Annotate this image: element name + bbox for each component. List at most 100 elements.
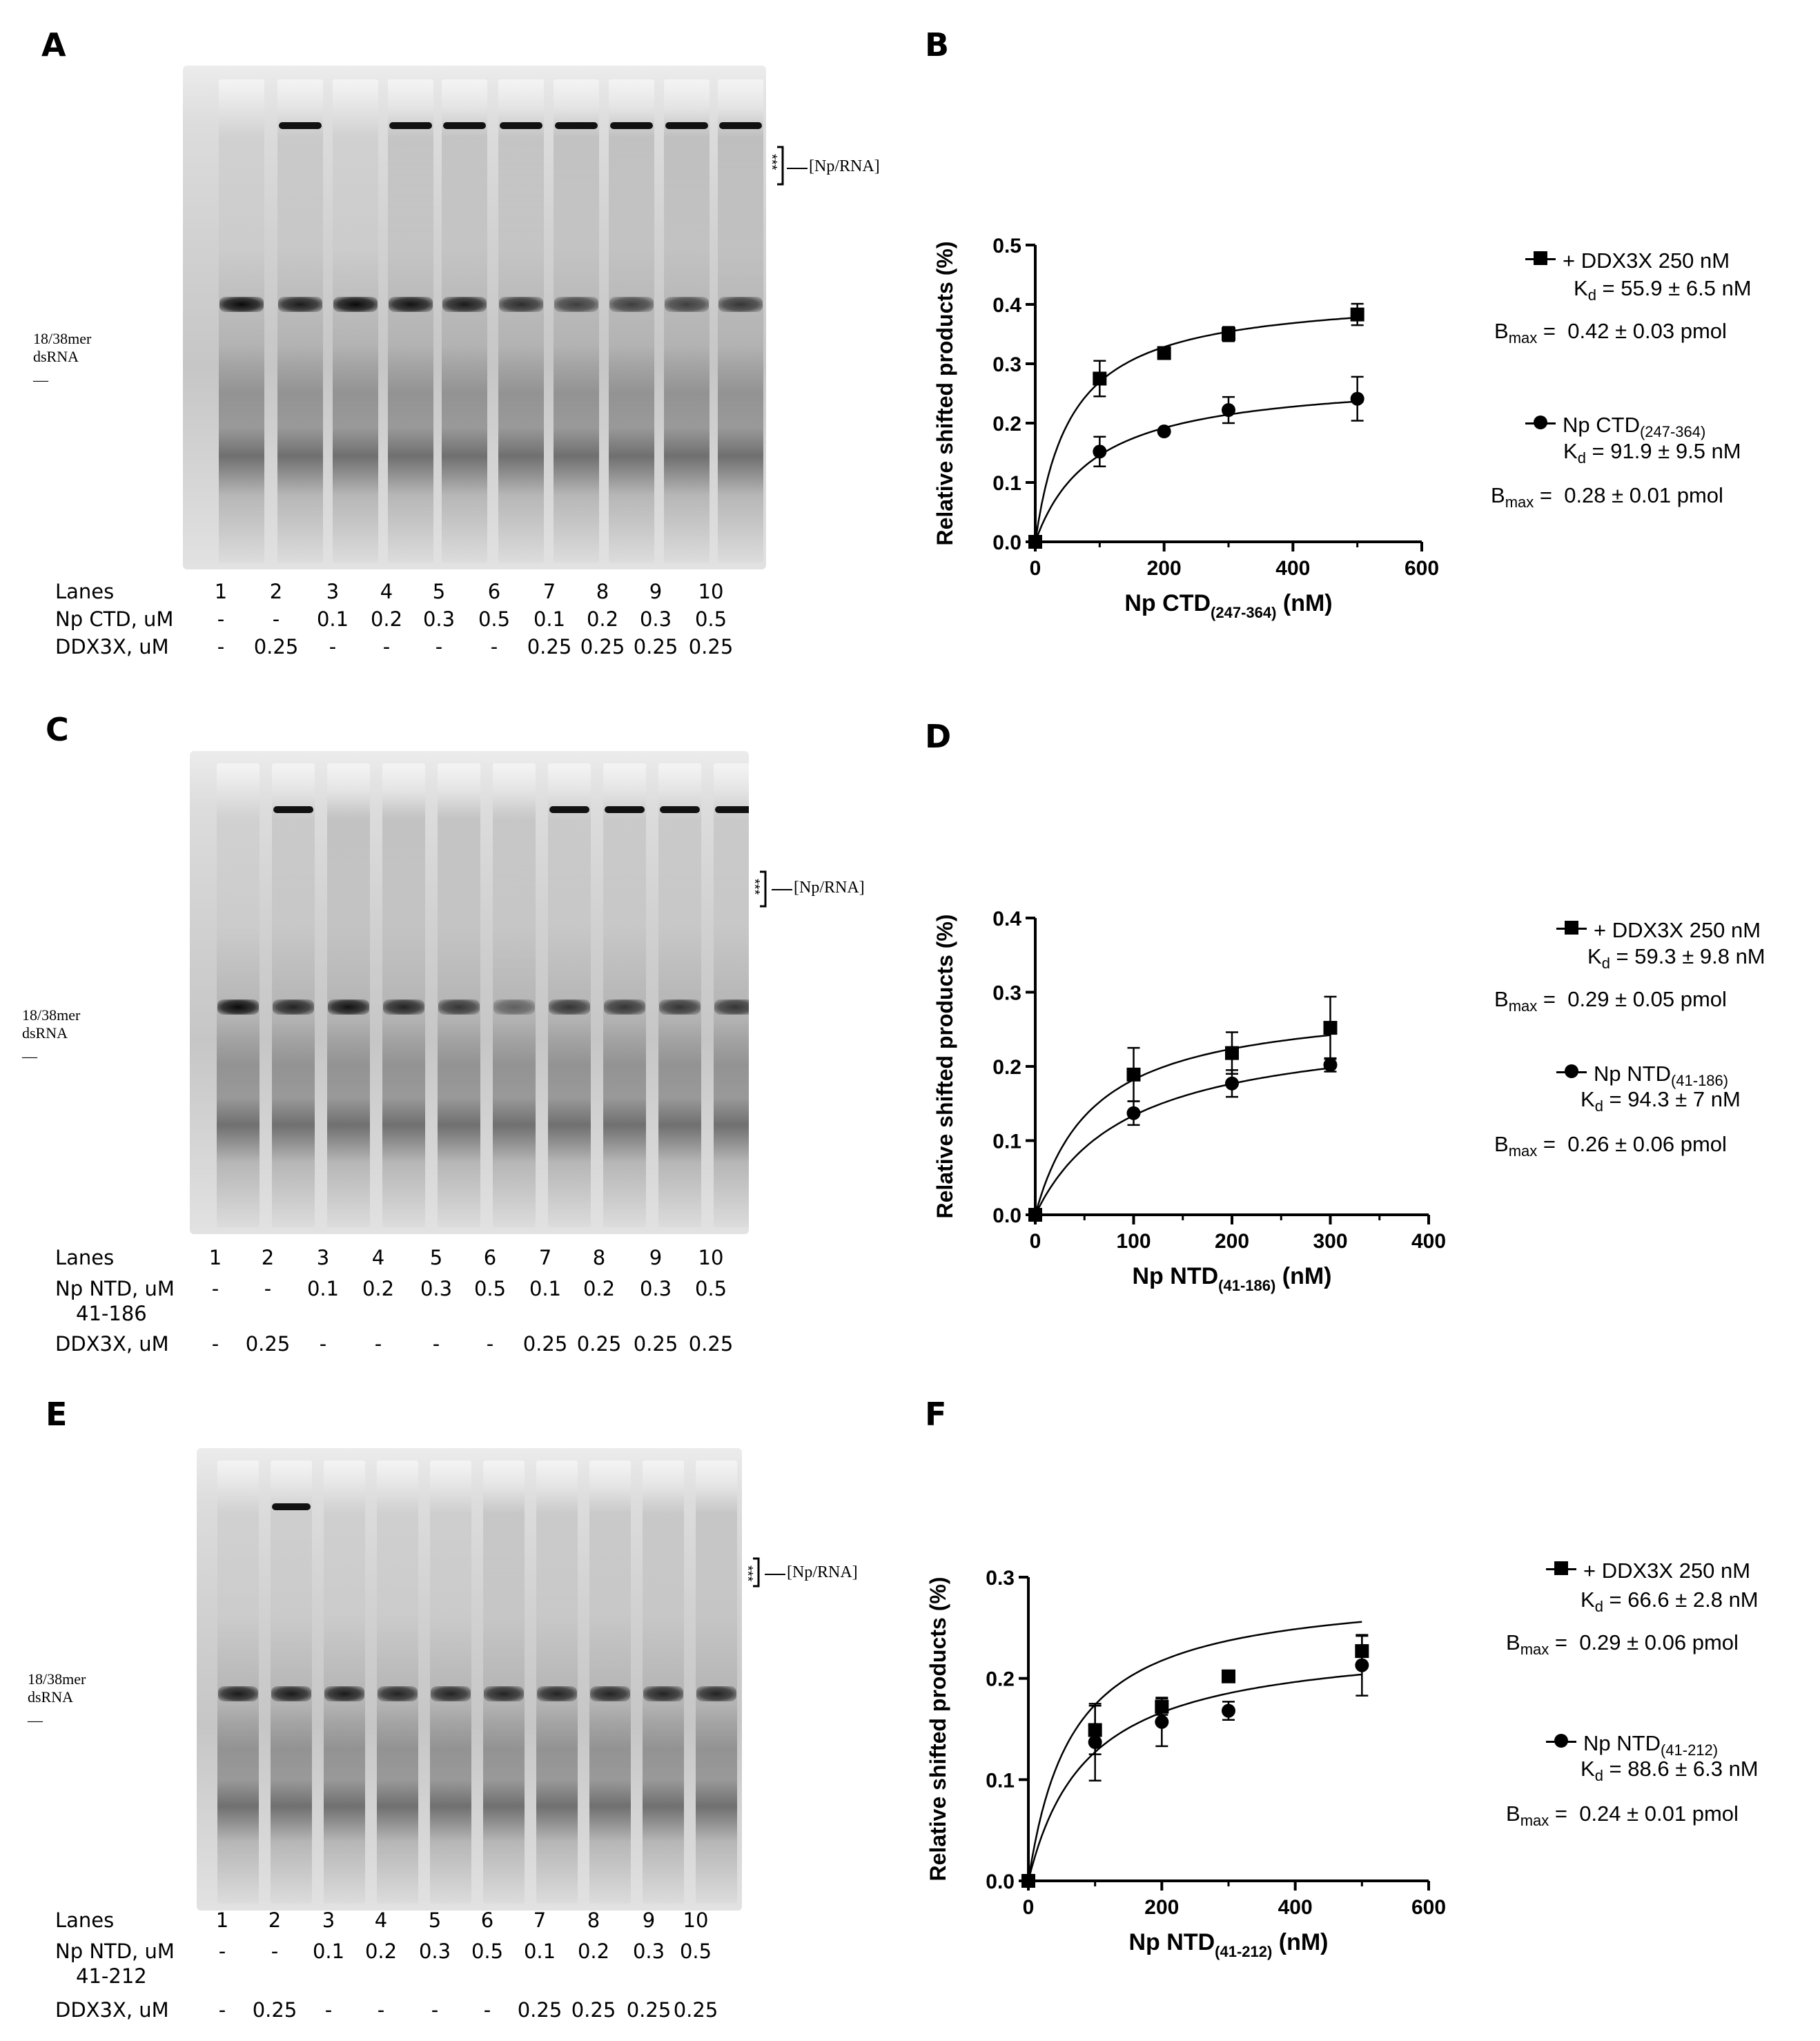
panel-letter-f: F — [925, 1396, 947, 1433]
dsrna-band — [217, 999, 259, 1015]
lane-cell: 0.5 — [478, 607, 511, 631]
gel-lane — [714, 763, 749, 1227]
lane-cell: - — [217, 607, 225, 631]
complex-well-band — [715, 806, 749, 813]
data-point-circle — [1323, 1057, 1338, 1072]
fit-curve — [1034, 1067, 1331, 1215]
lane-cell: 8 — [592, 1246, 606, 1269]
lane-cell: 3 — [322, 1908, 335, 1932]
lane-cell: - — [486, 1332, 494, 1356]
lane-cell: - — [374, 1332, 382, 1356]
lane-cell: 0.2 — [586, 607, 619, 631]
lane-cell: 2 — [268, 1908, 282, 1932]
lane-row-label: DDX3X, uM — [55, 635, 169, 658]
gel-lane — [324, 1461, 365, 1904]
gel-lane — [548, 763, 591, 1227]
y-axis-label: Relative shifted products (%) — [926, 1577, 950, 1882]
stars-c: *** — [747, 879, 762, 895]
x-tick-label: 400 — [1275, 557, 1310, 580]
y-tick-label: 0.3 — [992, 353, 1021, 376]
lane-cell: 0.25 — [522, 1332, 568, 1356]
lane-cell: 9 — [642, 1908, 656, 1932]
lane-cell: 10 — [698, 580, 724, 603]
data-point-circle — [1222, 1703, 1235, 1718]
lane-cell: - — [377, 1998, 385, 2022]
data-point-square — [1222, 327, 1235, 341]
gel-lane — [664, 79, 710, 563]
data-point-square — [1157, 346, 1171, 360]
panel-letter-e: E — [46, 1396, 68, 1433]
lane-cell: 0.3 — [639, 607, 672, 631]
dsrna-band — [378, 1686, 418, 1701]
lane-cell: 0.3 — [422, 607, 456, 631]
gel-lane — [333, 79, 378, 563]
lane-cell: 3 — [316, 1246, 330, 1269]
legend-series-name: + DDX3X 250 nM — [1583, 1559, 1751, 1583]
lane-cell: - — [483, 1998, 491, 2022]
legend-bmax: Bmax = 0.28 ± 0.01 pmol — [1491, 483, 1723, 511]
legend-kd: Kd = 91.9 ± 9.5 nM — [1563, 439, 1741, 467]
gel-image-e — [197, 1448, 742, 1911]
lane-cell: 0.25 — [633, 635, 678, 658]
x-tick-label: 600 — [1411, 1896, 1446, 1919]
y-axis-label: Relative shifted products (%) — [932, 242, 957, 546]
dsrna-label-e: 18/38mer dsRNA __ — [28, 1670, 86, 1723]
lane-cell: - — [272, 607, 280, 631]
lane-row-sublabel: 41-186 — [76, 1302, 147, 1325]
x-tick-label: 400 — [1278, 1896, 1313, 1919]
dsrna-band — [438, 999, 480, 1015]
complex-label-e: [Np/RNA] — [787, 1563, 858, 1581]
chart-b: 0.0 0.1 0.2 0.3 0.4 0.5 0 200 400 600 Relative shi… — [932, 235, 1439, 621]
legend-bmax: Bmax = 0.29 ± 0.06 pmol — [1506, 1630, 1739, 1659]
lane-cell: 0.25 — [688, 1332, 734, 1356]
x-tick-label: 100 — [1116, 1230, 1151, 1253]
lane-cell: 4 — [380, 580, 393, 603]
lane-cell: 2 — [269, 580, 283, 603]
dsrna-band — [643, 1686, 683, 1701]
y-tick-label: 0.3 — [986, 1567, 1015, 1590]
gel-lane — [483, 1461, 525, 1904]
x-tick-label: 0 — [1030, 1230, 1041, 1253]
lane-cell: 0.25 — [253, 635, 299, 658]
legend-square-marker — [1546, 1561, 1576, 1575]
data-point-circle — [1093, 445, 1107, 459]
lane-cell: - — [382, 635, 391, 658]
lane-cell: 0.1 — [316, 607, 349, 631]
data-point-square — [1222, 1669, 1235, 1683]
complex-well-band — [605, 806, 645, 813]
x-tick-label: 400 — [1411, 1230, 1446, 1253]
lane-row-label: Lanes — [55, 580, 115, 603]
lane-cell: 5 — [432, 580, 446, 603]
lane-cell: 0.5 — [694, 1277, 727, 1300]
fit-curve — [1034, 1034, 1331, 1215]
dsrna-label-c: 18/38mer dsRNA __ — [22, 1006, 81, 1059]
data-point-circle — [1088, 1735, 1102, 1750]
dsrna-band — [484, 1686, 524, 1701]
gel-lane — [643, 1461, 684, 1904]
data-point-circle — [1028, 1208, 1042, 1222]
lane-cell: 2 — [261, 1246, 275, 1269]
x-tick-label: 0 — [1023, 1896, 1035, 1919]
lane-row-label: Np NTD, uM — [55, 1277, 175, 1300]
lane-cell: - — [435, 635, 443, 658]
x-axis-label-main: Np NTD — [1129, 1929, 1215, 1955]
complex-well-band — [719, 122, 762, 129]
legend-series-name: Np NTD(41-186) — [1594, 1062, 1729, 1090]
gel-lane — [493, 763, 536, 1227]
legend-circle-marker — [1546, 1734, 1576, 1748]
dsrna-band — [537, 1686, 577, 1701]
lane-cell: - — [319, 1332, 327, 1356]
legend-kd: Kd = 88.6 ± 6.3 nM — [1581, 1757, 1759, 1785]
y-tick-label: 0.3 — [992, 982, 1021, 1005]
lane-row-label: DDX3X, uM — [55, 1332, 169, 1356]
dsrna-band — [324, 1686, 364, 1701]
stars-a: *** — [764, 154, 779, 170]
y-tick-label: 0.5 — [992, 235, 1021, 257]
y-axis-label: Relative shifted products (%) — [932, 915, 957, 1219]
gel-lane — [277, 79, 323, 563]
y-tick-label: 0.2 — [992, 413, 1021, 436]
lane-row-label: Lanes — [55, 1246, 115, 1269]
y-tick-label: 0.0 — [992, 1204, 1021, 1227]
x-axis-label-main: Np CTD — [1124, 590, 1211, 616]
complex-well-band — [610, 122, 653, 129]
